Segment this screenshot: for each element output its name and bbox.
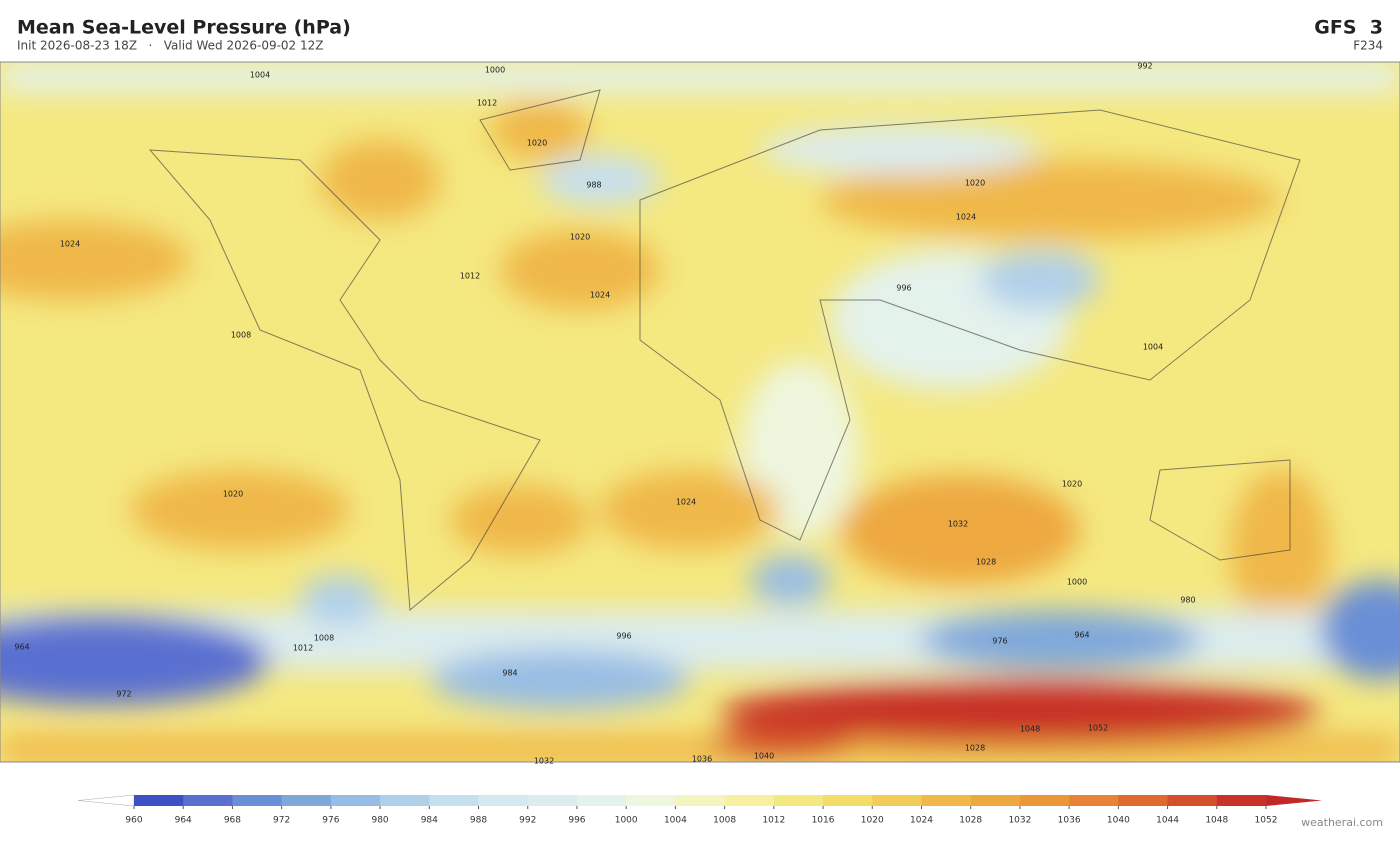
contour-label: 984 <box>502 669 517 678</box>
colorbar-tick-label: 1028 <box>959 816 982 826</box>
colorbar-swatch <box>281 795 332 806</box>
contour-label: 964 <box>14 643 29 652</box>
colorbar-over <box>1266 795 1322 806</box>
credit: weatherai.com <box>1301 816 1383 829</box>
contour-label: 980 <box>1180 596 1195 605</box>
colorbar-tick-label: 1012 <box>762 816 785 826</box>
forecast-hour: F234 <box>1353 39 1383 53</box>
contour-label: 988 <box>586 181 601 190</box>
contour-label: 1020 <box>223 490 243 499</box>
subtitle: Init 2026-08-23 18Z · Valid Wed 2026-09-… <box>17 39 324 53</box>
contour-label: 1012 <box>460 272 480 281</box>
colorbar-swatch <box>872 795 922 806</box>
colorbar-swatch <box>576 795 627 806</box>
contour-label: 964 <box>1074 631 1089 640</box>
colorbar-swatch <box>1216 795 1267 806</box>
contour-label: 1028 <box>976 558 996 567</box>
colorbar-swatch <box>724 795 775 806</box>
colorbar-tick-label: 996 <box>568 816 585 826</box>
colorbar-tick-label: 968 <box>224 816 241 826</box>
contour-label: 972 <box>116 690 131 699</box>
colorbar-tick-label: 1008 <box>713 816 736 826</box>
colorbar-tick-label: 976 <box>322 816 339 826</box>
colorbar-swatch <box>380 795 430 806</box>
contour-label: 1000 <box>1067 578 1087 587</box>
model: GFS 3 <box>1314 17 1383 39</box>
colorbar-swatch <box>1167 795 1218 806</box>
colorbar-swatch <box>675 795 726 806</box>
title: Mean Sea-Level Pressure (hPa) <box>17 17 351 39</box>
colorbar-tick-label: 1036 <box>1058 816 1081 826</box>
colorbar-tick-label: 972 <box>273 816 290 826</box>
colorbar-swatch <box>970 795 1021 806</box>
colorbar-tick-label: 980 <box>371 816 388 826</box>
contour-label: 992 <box>1137 62 1152 71</box>
colorbar-swatch <box>429 795 480 806</box>
colorbar-tick-label: 988 <box>470 816 487 826</box>
colorbar-tick-label: 1044 <box>1156 816 1179 826</box>
colorbar-tick-label: 960 <box>125 816 142 826</box>
colorbar-swatch <box>1019 795 1070 806</box>
contour-label: 1020 <box>570 233 590 242</box>
contour-label: 1004 <box>1143 343 1163 352</box>
colorbar-swatch <box>183 795 233 806</box>
contour-label: 996 <box>616 632 631 641</box>
colorbar-swatch <box>823 795 873 806</box>
colorbar-swatch <box>1069 795 1119 806</box>
map-frame <box>0 61 1400 763</box>
contour-label: 1024 <box>956 213 976 222</box>
colorbar-tick-label: 1032 <box>1008 816 1031 826</box>
colorbar-swatch <box>773 795 824 806</box>
colorbar-swatch <box>626 795 676 806</box>
colorbar-swatch <box>527 795 578 806</box>
contour-label: 1012 <box>293 644 313 653</box>
colorbar-tick-label: 1048 <box>1205 816 1228 826</box>
contour-label: 1024 <box>60 240 80 249</box>
contour-label: 1000 <box>485 66 505 75</box>
contour-label: 1020 <box>965 179 985 188</box>
colorbar-swatch <box>921 795 972 806</box>
colorbar-tick-label: 1000 <box>615 816 638 826</box>
colorbar-swatch <box>134 795 184 806</box>
colorbar-tick-label: 992 <box>519 816 536 826</box>
contour-label: 1040 <box>754 752 774 761</box>
colorbar-swatch <box>232 795 283 806</box>
contour-label: 1024 <box>676 498 696 507</box>
contour-label: 1032 <box>534 757 554 766</box>
colorbar-tick-label: 964 <box>175 816 192 826</box>
contour-label: 1024 <box>590 291 610 300</box>
colorbar-tick-label: 1020 <box>861 816 884 826</box>
contour-label: 1004 <box>250 71 270 80</box>
contour-label: 1008 <box>314 634 334 643</box>
map <box>0 62 1400 762</box>
contour-label: 1036 <box>692 755 712 764</box>
colorbar-tick-label: 1016 <box>812 816 835 826</box>
colorbar-swatch <box>1118 795 1169 806</box>
contour-label: 1020 <box>527 139 547 148</box>
contour-label: 1028 <box>965 744 985 753</box>
contour-label: 1012 <box>477 99 497 108</box>
contour-label: 976 <box>992 637 1007 646</box>
colorbar-tick-label: 984 <box>421 816 438 826</box>
contour-label: 1020 <box>1062 480 1082 489</box>
colorbar-swatch <box>478 795 529 806</box>
contour-label: 1032 <box>948 520 968 529</box>
contour-label: 1008 <box>231 331 251 340</box>
contour-label: 1052 <box>1088 724 1108 733</box>
colorbar-tick-label: 1052 <box>1255 816 1278 826</box>
colorbar-under <box>77 794 135 807</box>
colorbar-tick-label: 1024 <box>910 816 933 826</box>
contour-label: 996 <box>896 284 911 293</box>
colorbar-swatch <box>330 795 381 806</box>
colorbar-tick-label: 1040 <box>1107 816 1130 826</box>
contour-label: 1048 <box>1020 725 1040 734</box>
colorbar-tick-label: 1004 <box>664 816 687 826</box>
